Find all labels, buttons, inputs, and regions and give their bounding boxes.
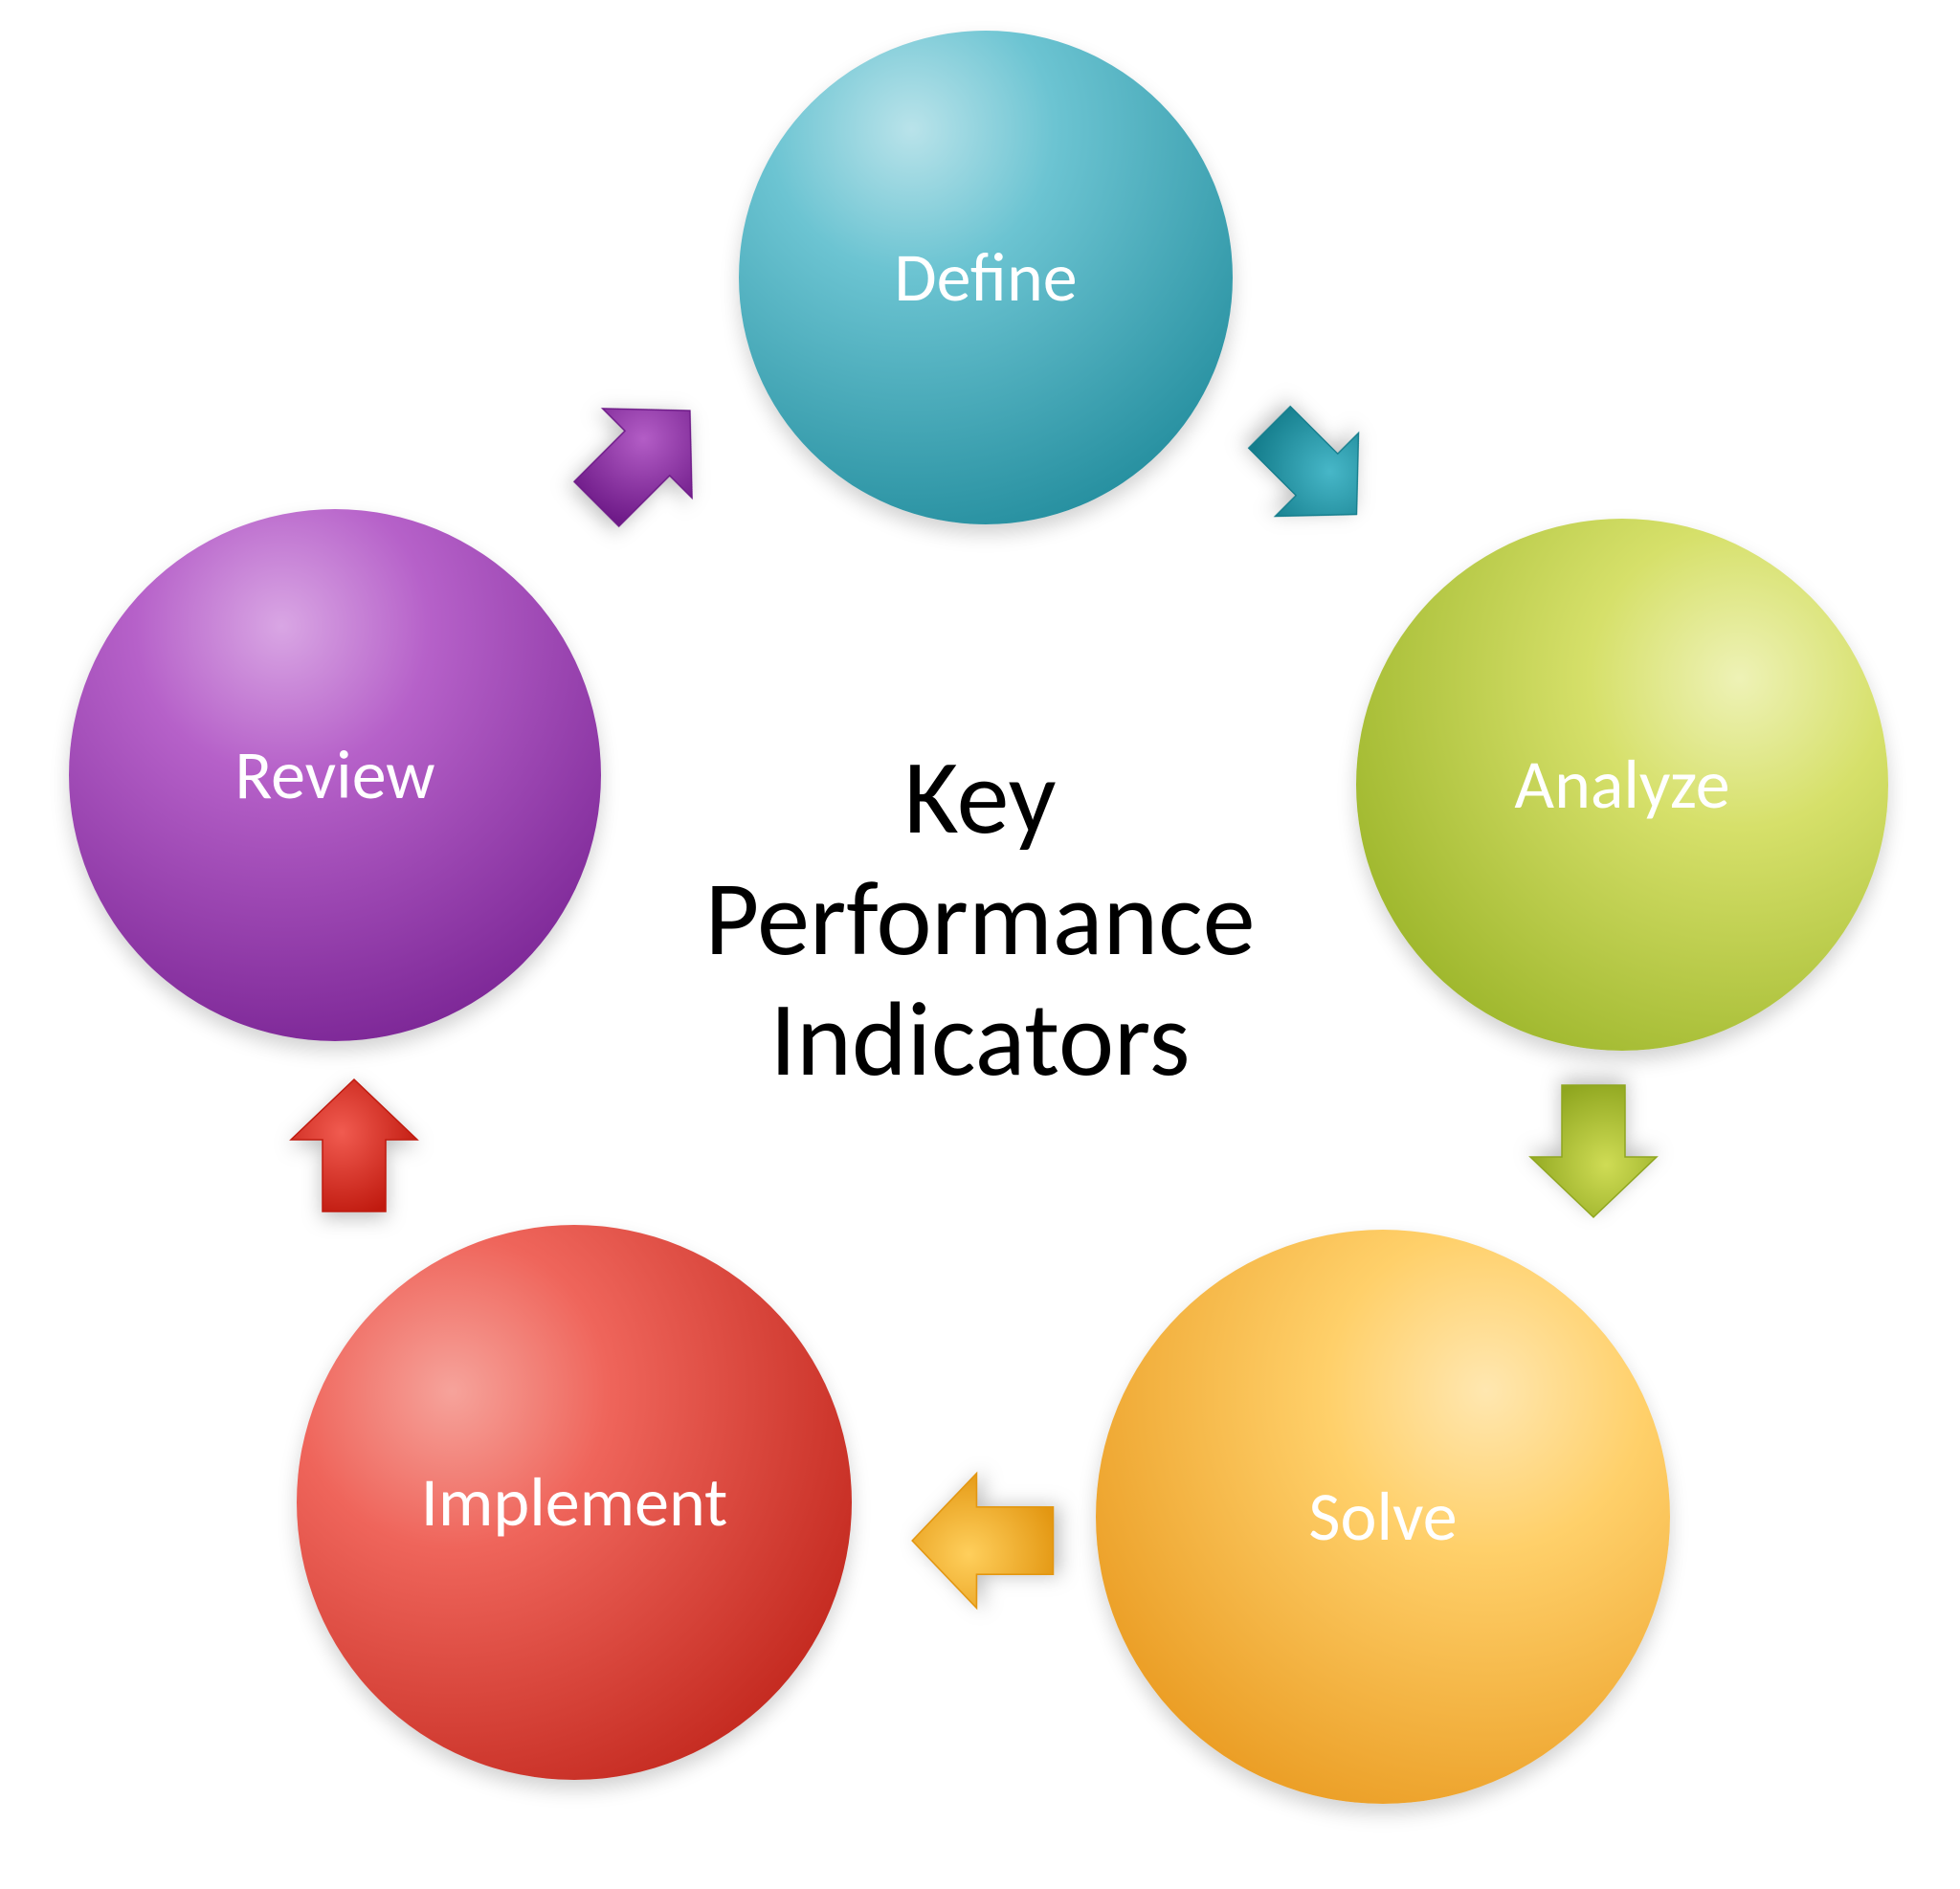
node-analyze: Analyze bbox=[1356, 519, 1888, 1051]
center-title: Key Performance Indicators bbox=[549, 737, 1411, 1100]
node-label-analyze: Analyze bbox=[1514, 743, 1729, 827]
arrow-solve-to-implement bbox=[909, 1464, 1062, 1617]
node-label-implement: Implement bbox=[421, 1460, 727, 1545]
node-review: Review bbox=[69, 509, 601, 1041]
node-implement: Implement bbox=[297, 1225, 852, 1780]
arrow-define-to-analyze bbox=[1216, 374, 1406, 564]
node-label-define: Define bbox=[894, 235, 1077, 320]
node-solve: Solve bbox=[1096, 1230, 1670, 1804]
node-label-solve: Solve bbox=[1308, 1475, 1457, 1559]
kpi-cycle-diagram: Define Analyze Solve Implement Review Key Per… bbox=[0, 0, 1960, 1889]
arrow-analyze-to-solve bbox=[1522, 1077, 1665, 1220]
arrow-review-to-define bbox=[540, 358, 743, 561]
node-label-review: Review bbox=[234, 733, 434, 817]
node-define: Define bbox=[739, 31, 1233, 524]
arrow-implement-to-review bbox=[282, 1077, 426, 1220]
